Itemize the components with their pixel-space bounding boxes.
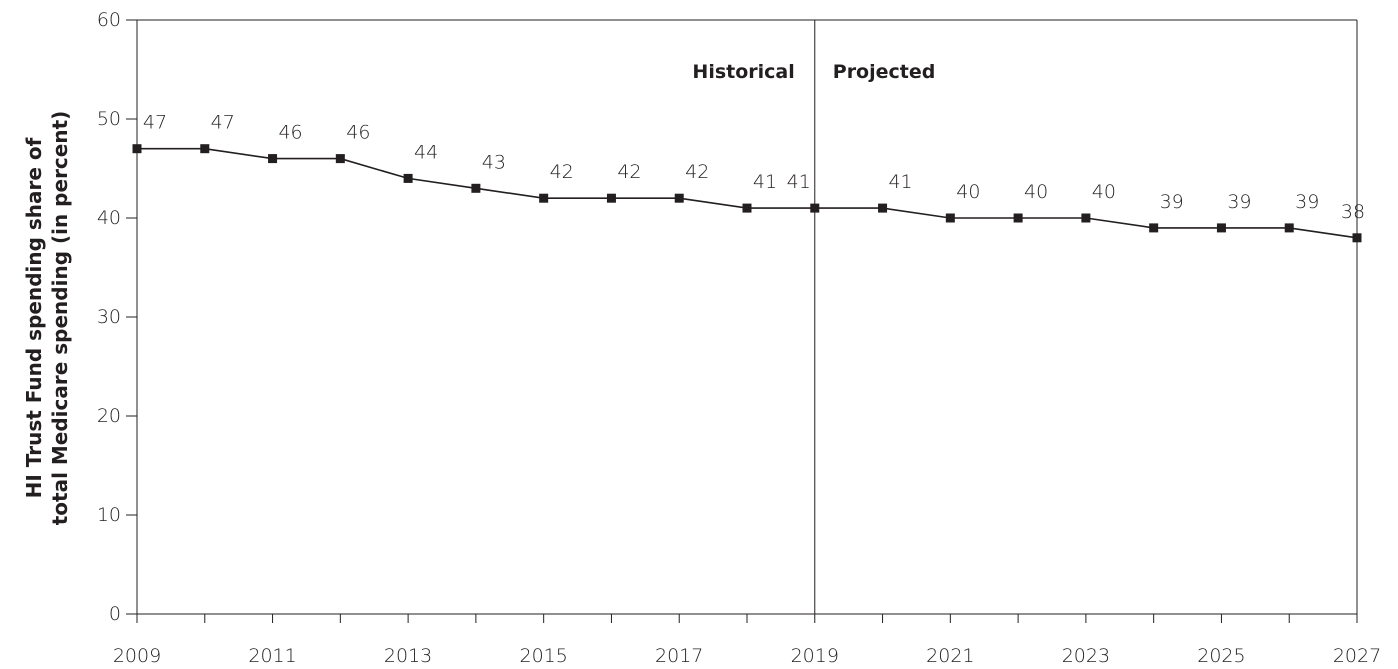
data-point-marker <box>1352 233 1362 243</box>
data-point-marker <box>742 203 752 213</box>
data-label: 44 <box>414 141 438 163</box>
y-tick-label: 0 <box>109 603 121 625</box>
data-point-marker <box>471 183 481 193</box>
x-tick-label: 2019 <box>791 645 839 667</box>
data-point-marker <box>268 154 278 164</box>
data-labels: 47 47 46 46 44 43 42 42 42 41 41 41 40 40 40 39 39 39 38 <box>143 112 1365 223</box>
data-label: 40 <box>956 181 980 203</box>
data-point-marker <box>539 193 549 203</box>
axes: 0 10 20 30 40 50 60 2009 2011 2013 2015 2017 2019 202… <box>97 9 1381 667</box>
data-label: 46 <box>346 122 370 144</box>
data-point-marker <box>200 144 210 154</box>
x-tick-label: 2027 <box>1333 645 1381 667</box>
data-point-marker <box>403 173 413 183</box>
data-label: 40 <box>1024 181 1048 203</box>
data-label: 38 <box>1341 201 1365 223</box>
series-line <box>132 144 1362 243</box>
data-point-marker <box>606 193 616 203</box>
data-label: 47 <box>143 112 167 134</box>
x-tick-label: 2015 <box>519 645 567 667</box>
x-tick-label: 2009 <box>113 645 161 667</box>
data-label: 42 <box>550 161 574 183</box>
y-axis-label: HI Trust Fund spending share of total Me… <box>22 111 72 526</box>
y-axis-label-line-1: HI Trust Fund spending share of <box>22 137 46 498</box>
x-tick-label: 2011 <box>248 645 296 667</box>
y-axis-label-line-2: total Medicare spending (in percent) <box>48 111 72 526</box>
y-tick-label: 20 <box>97 405 121 427</box>
x-tick-label: 2023 <box>1062 645 1110 667</box>
data-label: 42 <box>617 161 641 183</box>
data-label: 47 <box>211 112 235 134</box>
data-point-marker <box>945 213 955 223</box>
data-point-marker <box>810 203 820 213</box>
y-tick-label: 60 <box>97 9 121 31</box>
data-point-marker <box>132 144 142 154</box>
data-label: 46 <box>278 122 302 144</box>
data-point-marker <box>878 203 888 213</box>
data-label: 42 <box>685 161 709 183</box>
x-tick-label: 2013 <box>384 645 432 667</box>
x-tick-label: 2021 <box>926 645 974 667</box>
y-tick-label: 50 <box>97 108 121 130</box>
data-label: 39 <box>1227 191 1251 213</box>
data-label: 43 <box>482 151 506 173</box>
historical-label: Historical <box>692 61 794 83</box>
projected-label: Projected <box>833 61 936 83</box>
data-label: 41 <box>787 171 811 193</box>
data-point-marker <box>1081 213 1091 223</box>
data-point-marker <box>1013 213 1023 223</box>
data-label: 39 <box>1160 191 1184 213</box>
data-point-marker <box>335 154 345 164</box>
y-tick-label: 10 <box>97 504 121 526</box>
data-label: 40 <box>1092 181 1116 203</box>
y-tick-label: 40 <box>97 207 121 229</box>
data-point-marker <box>674 193 684 203</box>
x-tick-label: 2025 <box>1197 645 1245 667</box>
data-label: 39 <box>1295 191 1319 213</box>
y-tick-label: 30 <box>97 306 121 328</box>
data-point-marker <box>1149 223 1159 233</box>
x-tick-label: 2017 <box>655 645 703 667</box>
data-point-marker <box>1284 223 1294 233</box>
data-point-marker <box>1216 223 1226 233</box>
data-label: 41 <box>753 171 777 193</box>
historical-projected-divider: Historical Projected <box>692 20 935 614</box>
data-label: 41 <box>888 171 912 193</box>
